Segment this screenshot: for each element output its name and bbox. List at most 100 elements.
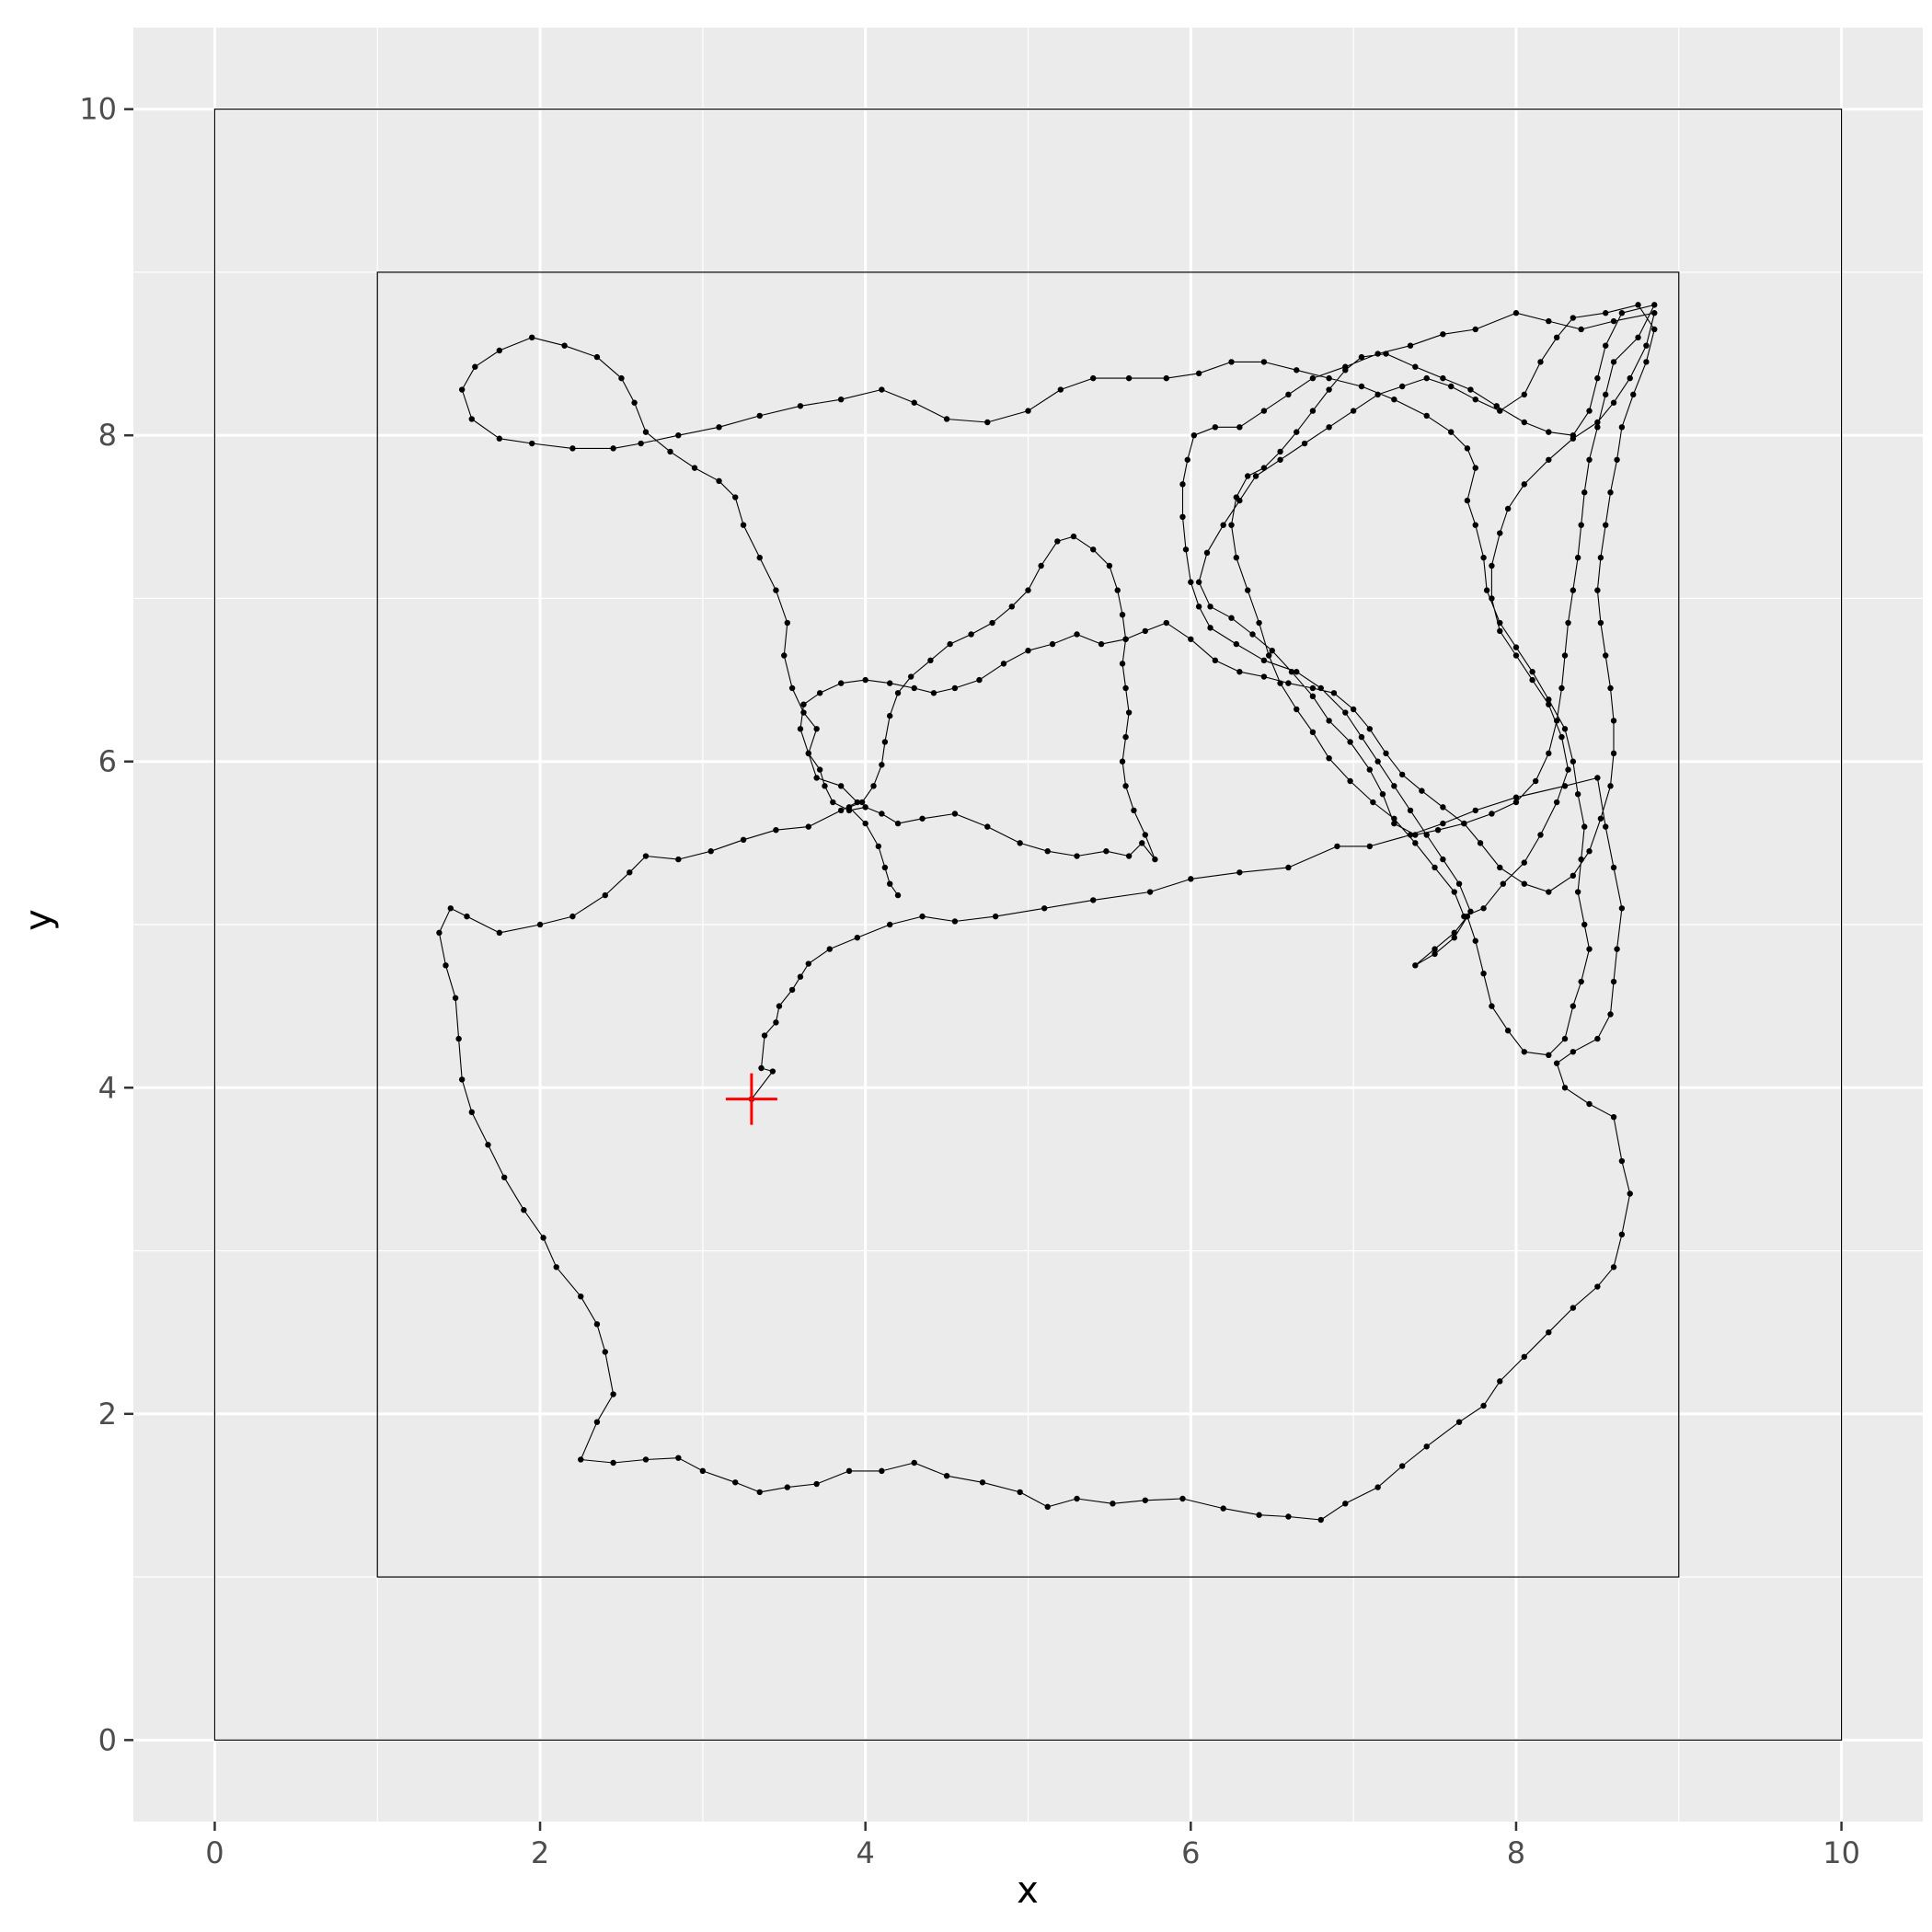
trajectory-point [784,1484,791,1490]
trajectory-point [699,1467,707,1475]
trajectory-point [1379,790,1386,798]
trajectory-point [1125,709,1133,716]
trajectory-point [1440,374,1446,382]
start-marker [725,1073,777,1125]
trajectory-point [756,412,763,420]
trajectory-point [1203,549,1211,557]
trajectory-point [1651,326,1658,333]
trajectory-point [930,690,937,696]
trajectory-point [1607,1011,1614,1018]
trajectory-point [1643,359,1650,365]
trajectory-point [1334,843,1340,850]
trajectory-point [1326,754,1332,762]
trajectory-point [1497,1378,1503,1385]
x-axis: 0 2 4 6 8 10 [205,1822,1860,1870]
y-tick-label: 4 [98,1070,117,1105]
trajectory-point [1236,669,1243,675]
trajectory-point [593,353,601,361]
trajectory-point [773,826,779,834]
trajectory-point [1546,889,1552,895]
trajectory-point [1603,522,1609,528]
trajectory-point [1179,1495,1186,1502]
trajectory-point [1090,897,1097,903]
trajectory-point [1070,533,1077,540]
trajectory-point [951,684,959,692]
trajectory-point [1553,799,1560,806]
trajectory-point [740,836,747,844]
trajectory-point [1350,408,1357,414]
trajectory-point [1383,750,1389,757]
trajectory-point [776,1003,783,1009]
trajectory-point [1260,465,1268,471]
trajectory-point [1423,832,1430,838]
trajectory-point [1570,1305,1577,1311]
trajectory-point [443,962,449,969]
trajectory-point [822,783,828,789]
trajectory-point [1521,419,1527,426]
trajectory-point [1651,302,1658,308]
trajectory-point [1570,1003,1577,1009]
trajectory-point [1228,359,1235,365]
trajectory-point [1464,445,1471,452]
trajectory-point [1607,684,1614,692]
x-tick-label: 2 [531,1835,549,1870]
trajectory-point [1546,317,1552,325]
trajectory-point [1017,1489,1023,1496]
trajectory-point [1374,758,1381,765]
trajectory-point [1618,905,1626,912]
trajectory-point [805,960,811,967]
trajectory-point [1301,440,1308,447]
trajectory-point [1350,706,1357,713]
trajectory-point [627,869,633,876]
trajectory-point [1188,876,1194,882]
trajectory-point [1586,946,1593,952]
trajectory-point [1521,1353,1527,1360]
trajectory-point [1561,1085,1569,1091]
trajectory-point [1546,696,1552,703]
trajectory-point [593,1321,601,1328]
trajectory-point [1570,315,1577,321]
trajectory-point [1581,489,1588,496]
trajectory-point [1188,636,1194,642]
trajectory-point [1391,783,1397,789]
trajectory-point [1358,733,1365,741]
trajectory-point [1553,334,1560,341]
trajectory-point [1532,777,1539,785]
trajectory-point [947,640,953,648]
trajectory-point [631,399,638,406]
trajectory-point [769,1068,776,1075]
trajectory-point [1493,403,1500,409]
trajectory-point [1190,431,1198,439]
trajectory-point [1440,856,1446,863]
trajectory-point [1098,640,1105,648]
trajectory-point [968,631,974,638]
trajectory-point [1451,889,1457,895]
trajectory-point [1106,562,1113,569]
trajectory-point [1553,718,1560,724]
trajectory-point [911,399,917,406]
trajectory-point [1483,587,1490,593]
trajectory-point [837,396,845,403]
trajectory-point [1581,823,1588,830]
trajectory-point [1529,669,1535,675]
trajectory-point [1472,396,1478,403]
trajectory-point [887,921,893,928]
trajectory-point [1260,359,1268,365]
trajectory-point [788,684,796,692]
trajectory-point [1309,729,1317,736]
trajectory-point [1252,473,1259,479]
trajectory-point [773,1019,779,1026]
trajectory-point [784,619,791,627]
trajectory-point [1125,853,1133,859]
trajectory-point [1480,554,1487,561]
trajectory-point [1294,669,1300,675]
trajectory-point [943,1472,950,1479]
trajectory-point [1574,790,1581,798]
trajectory-point [1610,750,1617,757]
trajectory-point [1504,1028,1512,1034]
trajectory-point [1347,739,1353,745]
trajectory-point [1057,386,1064,393]
x-axis-title: x [1017,1869,1039,1912]
trajectory-point [830,799,836,806]
